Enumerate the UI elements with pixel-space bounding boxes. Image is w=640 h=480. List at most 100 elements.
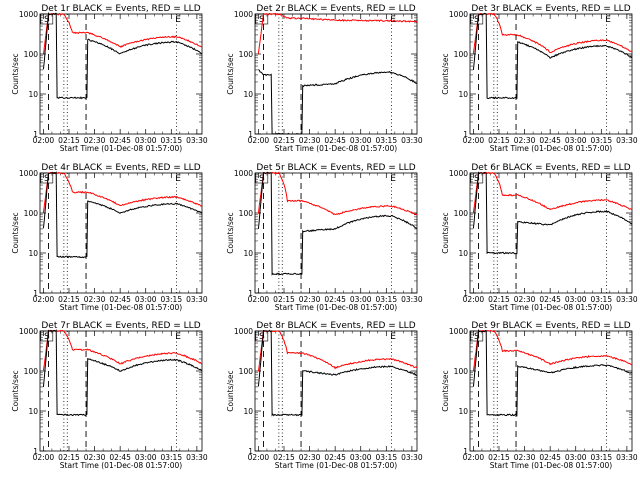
x-tick-label: 02:45 — [539, 295, 561, 304]
x-tick-label: 02:45 — [109, 453, 131, 462]
series-lld — [472, 12, 633, 54]
panel-det-3: Det 3r BLACK = Events, RED = LLD 1 10 100 10… — [441, 4, 638, 153]
x-tick-label: 02:45 — [109, 295, 131, 304]
series-lld — [257, 329, 418, 372]
x-tick-label: 02:15 — [58, 453, 80, 462]
x-tick-label: 02:30 — [299, 136, 321, 145]
x-axis-label: Start Time (01-Dec-08 01:57:00) — [275, 144, 397, 153]
panel-det-4: Det 4r BLACK = Events, RED = LLD 1 10 100 10… — [11, 163, 208, 312]
panel-det-9: Det 9r BLACK = Events, RED = LLD 1 10 100 10… — [441, 321, 638, 470]
y-tick-label: 1000 — [449, 10, 468, 19]
plot-frame — [469, 172, 633, 294]
x-tick-label: 03:15 — [590, 295, 612, 304]
x-axis-label: Start Time (01-Dec-08 01:57:00) — [275, 303, 397, 312]
x-tick-label: 03:00 — [350, 295, 372, 304]
x-tick-label: 02:00 — [33, 295, 55, 304]
y-axis-label: Counts/sec — [226, 370, 235, 411]
y-tick-label: 10 — [458, 90, 468, 99]
end-marker: E — [390, 174, 396, 184]
x-tick-label: 03:15 — [375, 453, 397, 462]
x-tick-label: 02:30 — [84, 295, 106, 304]
series-lld — [42, 171, 203, 213]
y-tick-label: 1 — [33, 289, 38, 298]
panel-det-1: Det 1r BLACK = Events, RED = LLD 1 10 100 10… — [11, 4, 208, 153]
panel-det-8: Det 8r BLACK = Events, RED = LLD 1 10 100 10… — [226, 321, 423, 470]
y-tick-label: 100 — [24, 209, 39, 218]
y-tick-label: 10 — [243, 249, 253, 258]
series-events — [42, 11, 203, 100]
y-axis-label: Counts/sec — [441, 212, 450, 253]
end-marker: E — [605, 332, 611, 342]
x-tick-label: 03:30 — [401, 295, 423, 304]
series-events — [257, 329, 418, 417]
x-tick-label: 02:00 — [248, 295, 270, 304]
y-tick-label: 10 — [28, 249, 38, 258]
series-events — [257, 171, 418, 276]
x-tick-label: 03:00 — [565, 295, 587, 304]
x-axis-label: Start Time (01-Dec-08 01:57:00) — [60, 144, 182, 153]
y-tick-label: 100 — [454, 367, 469, 376]
x-tick-label: 03:15 — [160, 453, 182, 462]
end-marker: E — [390, 332, 396, 342]
x-axis-label: Start Time (01-Dec-08 01:57:00) — [60, 461, 182, 470]
panel-title: Det 1r BLACK = Events, RED = LLD — [41, 4, 200, 14]
panel-title: Det 9r BLACK = Events, RED = LLD — [471, 321, 630, 331]
x-tick-label: 03:15 — [590, 136, 612, 145]
x-tick-label: 03:30 — [616, 453, 638, 462]
x-tick-label: 02:00 — [33, 453, 55, 462]
end-marker: E — [175, 332, 181, 342]
x-axis-label: Start Time (01-Dec-08 01:57:00) — [490, 144, 612, 153]
start-marker: S — [474, 332, 480, 342]
plot-frame — [254, 330, 418, 452]
x-tick-label: 02:45 — [539, 136, 561, 145]
x-tick-label: 02:00 — [463, 295, 485, 304]
series-events — [42, 329, 203, 417]
end-marker: E — [605, 174, 611, 184]
y-tick-label: 100 — [454, 209, 469, 218]
y-axis-label: Counts/sec — [11, 370, 20, 411]
x-tick-label: 02:00 — [33, 136, 55, 145]
series-events — [472, 329, 633, 417]
y-tick-label: 100 — [24, 50, 39, 59]
y-tick-label: 1 — [33, 130, 38, 139]
y-tick-label: 1 — [33, 447, 38, 456]
start-marker: S — [474, 174, 480, 184]
panel-det-5: Det 5r BLACK = Events, RED = LLD 1 10 100 10… — [226, 163, 423, 312]
x-tick-label: 03:15 — [375, 295, 397, 304]
y-tick-label: 100 — [454, 50, 469, 59]
y-tick-label: 1000 — [19, 10, 38, 19]
x-tick-label: 02:30 — [84, 453, 106, 462]
x-tick-label: 03:30 — [186, 453, 208, 462]
x-tick-label: 02:45 — [539, 453, 561, 462]
x-tick-label: 02:30 — [514, 295, 536, 304]
plot-frame — [39, 330, 203, 452]
series-lld — [257, 171, 418, 216]
x-axis-label: Start Time (01-Dec-08 01:57:00) — [60, 303, 182, 312]
x-tick-label: 03:00 — [135, 136, 157, 145]
x-tick-label: 02:00 — [463, 453, 485, 462]
x-tick-label: 03:00 — [135, 295, 157, 304]
panel-title: Det 6r BLACK = Events, RED = LLD — [471, 163, 630, 173]
x-axis-label: Start Time (01-Dec-08 01:57:00) — [490, 461, 612, 470]
x-tick-label: 02:15 — [273, 136, 295, 145]
series-lld — [472, 171, 633, 213]
y-tick-label: 10 — [243, 407, 253, 416]
x-tick-label: 02:15 — [58, 136, 80, 145]
series-events — [42, 171, 203, 259]
y-tick-label: 1 — [248, 447, 253, 456]
y-tick-label: 10 — [458, 249, 468, 258]
y-tick-label: 10 — [28, 407, 38, 416]
plot-frame — [254, 13, 418, 135]
x-tick-label: 02:30 — [84, 136, 106, 145]
x-tick-label: 02:45 — [324, 453, 346, 462]
x-tick-label: 02:45 — [324, 295, 346, 304]
x-tick-label: 02:00 — [248, 453, 270, 462]
y-tick-label: 100 — [239, 209, 254, 218]
y-axis-label: Counts/sec — [11, 212, 20, 253]
x-tick-label: 03:30 — [186, 136, 208, 145]
series-events — [472, 171, 633, 255]
x-tick-label: 03:00 — [565, 453, 587, 462]
x-tick-label: 03:30 — [401, 136, 423, 145]
plot-frame — [469, 330, 633, 452]
